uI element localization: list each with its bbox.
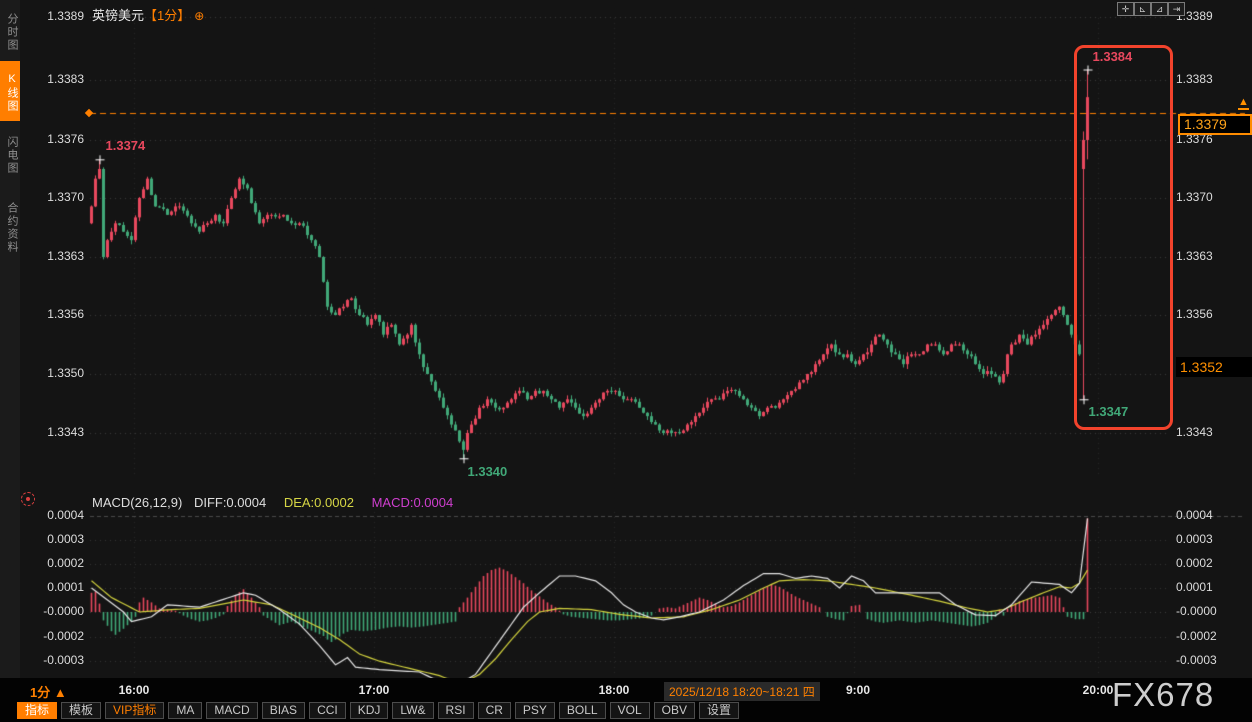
macd-axis-label: 0.0004: [1176, 508, 1213, 522]
high-price-annotation: 1.3384: [1092, 48, 1133, 64]
toolbar-tab-boll[interactable]: BOLL: [558, 702, 606, 719]
price-axis-label: 1.3389: [47, 9, 84, 23]
price-axis-label: 1.3356: [47, 307, 84, 321]
low-price-annotation: 1.3340: [467, 464, 508, 480]
macd-axis-label: -0.0000: [1176, 604, 1217, 618]
scroll-to-latest-icon[interactable]: ▲: [1238, 96, 1249, 110]
high-price-annotation: 1.3374: [105, 138, 146, 154]
time-tick: 17:00: [358, 683, 390, 697]
toolbar-tab-[interactable]: 模板: [61, 702, 102, 719]
toolbar-tab-lw[interactable]: LW&: [392, 702, 434, 719]
toolbar-tab-psy[interactable]: PSY: [514, 702, 555, 719]
macd-axis-label: -0.0000: [43, 604, 84, 618]
sidebar-tab-lightning[interactable]: 闪电图: [6, 136, 18, 175]
macd-axis-label: -0.0002: [1176, 629, 1217, 643]
toolbar-tab-cci[interactable]: CCI: [309, 702, 346, 719]
shift-right-icon[interactable]: ⇥: [1168, 2, 1185, 16]
macd-axis-label: -0.0002: [43, 629, 84, 643]
toolbar-tab-rsi[interactable]: RSI: [437, 702, 474, 719]
price-axis-label: 1.3389: [1176, 9, 1213, 23]
sidebar-tab-kline[interactable]: K线图: [0, 61, 20, 121]
macd-macd-value: MACD:0.0004: [371, 495, 454, 510]
toolbar-tab-vip[interactable]: VIP指标: [105, 702, 165, 719]
price-axis-label: 1.3370: [47, 190, 84, 204]
macd-axis-label: 0.0003: [47, 532, 84, 546]
macd-axis-label: 0.0002: [47, 556, 84, 570]
toolbar-tab-vol[interactable]: VOL: [609, 702, 650, 719]
fx678-watermark: FX678: [1112, 676, 1215, 713]
toolbar-tab-[interactable]: 指标: [17, 702, 58, 719]
macd-axis-label: 0.0004: [47, 508, 84, 522]
macd-diff-value: DIFF:0.0004: [193, 495, 267, 510]
toolbar-tab-obv[interactable]: OBV: [653, 702, 695, 719]
price-axis-label: 1.3356: [1176, 307, 1213, 321]
candle-date-range: 2025/12/18 18:20~18:21 四: [664, 682, 820, 701]
macd-header: MACD(26,12,9) DIFF:0.0004 DEA:0.0002 MAC…: [92, 495, 453, 510]
toolbar-tab-ma[interactable]: MA: [168, 702, 203, 719]
indicator-toolbar: 指标 模板 VIP指标 MA MACD BIAS CCI KDJ LW& RSI CR PSY BOLL…: [17, 702, 739, 719]
y-axis-scale-icon[interactable]: ⊾: [1134, 2, 1151, 16]
macd-axis-label: 0.0001: [1176, 580, 1213, 594]
bottom-bar: 1分 ▲ 2025/12/18 18:20~18:21 四 9:00 指标 模板 V…: [0, 678, 1252, 722]
add-compare-icon[interactable]: ⊕: [194, 9, 205, 23]
current-price-tag: 1.3379: [1178, 114, 1252, 135]
sidebar-tab-timeline[interactable]: 分时图: [6, 13, 18, 52]
price-axis-label: 1.3370: [1176, 190, 1213, 204]
time-tick: 20:00: [1082, 683, 1114, 697]
macd-axis-label: 0.0001: [47, 580, 84, 594]
price-axis-label: 1.3376: [47, 132, 84, 146]
toolbar-tab-cr[interactable]: CR: [477, 702, 511, 719]
macd-axis-label: 0.0002: [1176, 556, 1213, 570]
macd-axis-label: -0.0003: [43, 653, 84, 667]
toolbar-tab-kdj[interactable]: KDJ: [349, 702, 389, 719]
crosshair-icon[interactable]: ✛: [1117, 2, 1134, 16]
price-axis-label: 1.3363: [1176, 249, 1213, 263]
price-axis-label: 1.3383: [47, 72, 84, 86]
x-axis-scale-icon[interactable]: ⊿: [1151, 2, 1168, 16]
symbol-name: 英镑美元: [92, 8, 145, 23]
period-selector[interactable]: 1分 ▲: [30, 685, 67, 700]
macd-axis-label: -0.0003: [1176, 653, 1217, 667]
sidebar: 分时图 K线图 闪电图 合约资料: [0, 0, 20, 678]
spike-highlight-box: [1074, 45, 1173, 430]
time-tick-9: 9:00: [846, 683, 871, 697]
toolbar-tab-macd[interactable]: MACD: [206, 702, 258, 719]
price-axis-label: 1.3363: [47, 249, 84, 263]
time-tick: 18:00: [598, 683, 630, 697]
price-axis-label: 1.3343: [1176, 425, 1213, 439]
price-axis-label: 1.3350: [47, 366, 84, 380]
toolbar-tab-bias[interactable]: BIAS: [261, 702, 306, 719]
sidebar-tab-contract-info[interactable]: 合约资料: [6, 201, 18, 254]
chart-title: 英镑美元【1分】 ⊕: [92, 5, 204, 24]
macd-dea-value: DEA:0.0002: [283, 495, 354, 510]
macd-params: MACD(26,12,9): [92, 495, 183, 510]
price-axis-label: 1.3376: [1176, 132, 1213, 146]
price-axis-label: 1.3383: [1176, 72, 1213, 86]
toolbar-tab-[interactable]: 设置: [698, 702, 739, 719]
period-up-icon: ▲: [53, 685, 67, 700]
low-price-annotation: 1.3347: [1088, 404, 1129, 420]
last-trade-price-tag: 1.3352: [1176, 357, 1252, 377]
period-label: 【1分】: [144, 8, 191, 23]
macd-axis-label: 0.0003: [1176, 532, 1213, 546]
indicator-settings-icon[interactable]: [21, 492, 35, 506]
price-axis-label: 1.3343: [47, 425, 84, 439]
time-tick: 16:00: [118, 683, 150, 697]
